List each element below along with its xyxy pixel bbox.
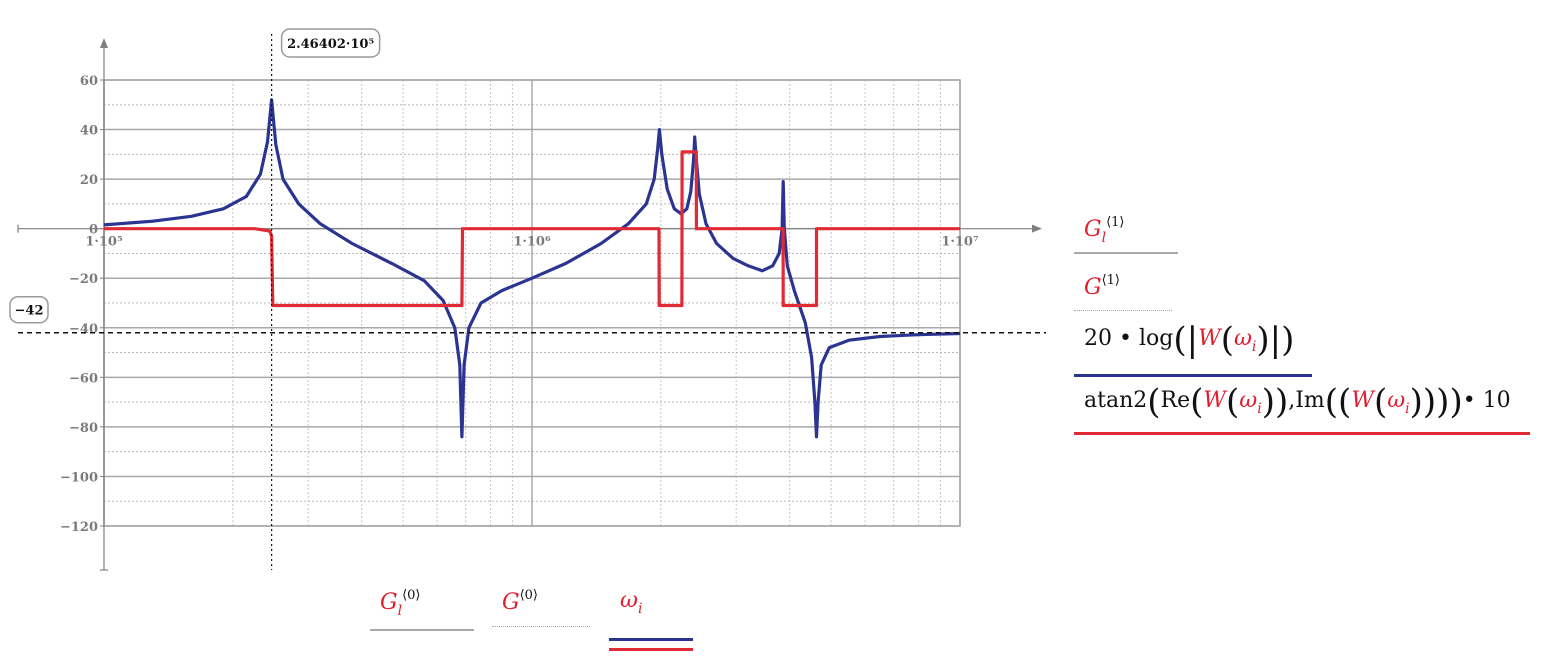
y-tick-label: −80	[69, 421, 98, 436]
legend-comma: ,	[1288, 388, 1296, 413]
legend-item-g1[interactable]: G⟨1⟩	[1074, 266, 1544, 324]
legend-times-ten: • 10	[1462, 388, 1511, 413]
legend-gl1-sub: l	[1101, 230, 1107, 246]
x-marker-label-box	[280, 28, 381, 58]
legend-omega-symbol-3: ω	[1387, 388, 1406, 413]
legend-re-label: Re	[1160, 388, 1191, 413]
legend-g0-main: G	[502, 590, 520, 615]
legend-item-g0[interactable]: G⟨0⟩	[502, 588, 538, 615]
legend-i-index-3: i	[1405, 401, 1410, 417]
y-tick-label: −60	[69, 371, 98, 386]
y-tick-label: −100	[60, 470, 98, 485]
legend-gl1-swatch	[1074, 252, 1178, 254]
legend-gl1-main: G	[1084, 217, 1102, 242]
tick-labels: 60 40 20 0 −20 −40 −60 −80 −100 −120 1·10⁵ 1·10⁶ 1·1…	[60, 74, 979, 535]
legend-gl0-sub: l	[397, 603, 403, 619]
legend-x-axis: Gl⟨0⟩ G⟨0⟩ ωi	[368, 588, 708, 658]
legend-w-symbol: W	[1198, 326, 1221, 351]
legend-w-symbol-3: W	[1351, 388, 1374, 413]
y-tick-label: 20	[80, 173, 98, 188]
legend-g0-sup: ⟨0⟩	[519, 588, 538, 603]
x-tick-label: 1·10⁵	[85, 235, 123, 250]
legend-magnitude-swatch	[1074, 374, 1312, 377]
legend-item-omega[interactable]: ωi	[620, 588, 642, 617]
legend-g0-swatch	[492, 626, 590, 627]
legend-omega-sub: i	[637, 601, 643, 617]
legend-y-axis: Gl⟨1⟩ G⟨1⟩ 20 • log(|W(ωi)|) atan2(Re(W(…	[1074, 208, 1544, 444]
y-tick-label: 60	[80, 74, 98, 89]
y-tick-label: 40	[80, 124, 98, 139]
legend-magnitude-prefix: 20 • log	[1084, 326, 1174, 351]
legend-omega-swatch-blue	[609, 638, 693, 641]
legend-im-label: Im	[1295, 388, 1325, 413]
legend-i-index-2: i	[1257, 401, 1262, 417]
legend-gl0-swatch	[370, 629, 474, 631]
legend-item-phase[interactable]: atan2(Re(W(ωi)),Im((W(ωi))))• 10	[1074, 385, 1544, 444]
legend-phase-swatch	[1074, 432, 1530, 435]
y-tick-label: −40	[69, 322, 98, 337]
legend-g1-swatch	[1074, 310, 1172, 311]
x-tick-label: 1·10⁷	[941, 235, 979, 250]
x-marker-label: 2.46402·10⁵	[287, 37, 374, 52]
legend-item-gl0[interactable]: Gl⟨0⟩	[380, 588, 420, 619]
markers: 2.46402·10⁵ −42	[9, 28, 1046, 570]
axes	[17, 38, 1042, 571]
legend-gl1-sup: ⟨1⟩	[1106, 215, 1125, 230]
legend-gl0-main: G	[380, 590, 398, 615]
legend-item-magnitude[interactable]: 20 • log(|W(ωi)|)	[1074, 323, 1544, 386]
legend-item-gl1[interactable]: Gl⟨1⟩	[1074, 208, 1544, 266]
legend-phase-prefix: atan2	[1084, 388, 1148, 413]
y-tick-label: −20	[69, 272, 98, 287]
legend-g1-main: G	[1084, 275, 1102, 300]
y-tick-label: 0	[89, 223, 98, 238]
x-tick-label: 1·10⁶	[513, 235, 551, 250]
x-axis-arrow	[1032, 224, 1042, 233]
legend-g1-sup: ⟨1⟩	[1101, 273, 1120, 288]
legend-omega-main: ω	[620, 588, 638, 613]
y-tick-label: −120	[60, 520, 98, 535]
legend-gl0-sup: ⟨0⟩	[402, 588, 421, 603]
legend-omega-symbol: ω	[1233, 326, 1252, 351]
legend-omega-symbol-2: ω	[1239, 388, 1258, 413]
legend-i-index: i	[1251, 339, 1257, 355]
legend-omega-swatch-red	[609, 648, 693, 651]
y-marker-label-box	[9, 295, 49, 324]
y-marker-label: −42	[15, 304, 44, 319]
y-axis-arrow	[100, 38, 108, 48]
legend-w-symbol-2: W	[1203, 388, 1226, 413]
